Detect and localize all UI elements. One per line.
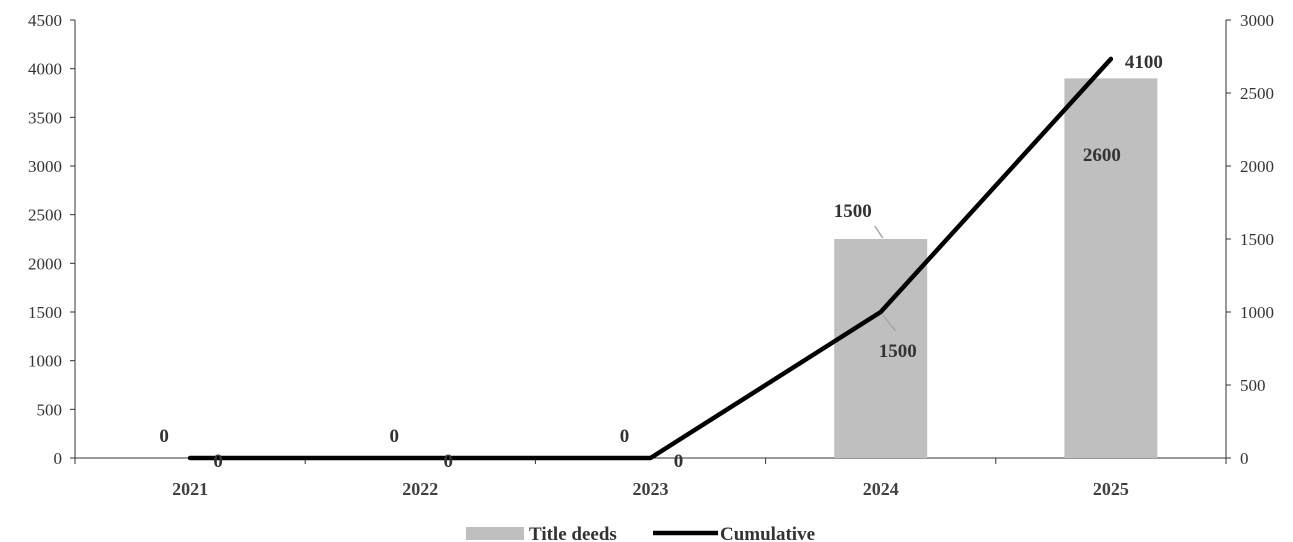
legend-label-cumulative: Cumulative: [720, 524, 815, 542]
x-category-label: 2023: [633, 479, 669, 499]
right-tick-label: 2000: [1240, 157, 1274, 176]
left-tick-label: 500: [37, 400, 63, 419]
bar-data-label: 0: [620, 426, 630, 447]
left-tick-label: 1000: [28, 352, 62, 371]
x-category-label: 2021: [172, 479, 208, 499]
line-data-label: 0: [674, 451, 684, 472]
bar-data-label: 1500: [834, 201, 872, 222]
line-path: [187, 56, 1114, 461]
left-tick-label: 0: [54, 449, 63, 468]
bar-data-label: 2600: [1083, 145, 1121, 166]
right-tick-label: 1500: [1240, 230, 1274, 249]
right-tick-label: 3000: [1240, 11, 1274, 30]
right-tick-label: 0: [1240, 449, 1249, 468]
bar: [1064, 78, 1158, 459]
bar-data-label: 0: [390, 426, 400, 447]
left-tick-label: 1500: [28, 303, 62, 322]
bar-series-title-deeds: [834, 78, 1158, 459]
legend: Title deeds Cumulative: [466, 524, 815, 542]
line-data-label: 0: [444, 451, 454, 472]
bar-label-leader: [874, 225, 884, 239]
x-category-label: 2022: [402, 479, 438, 499]
left-tick-label: 3000: [28, 157, 62, 176]
left-tick-label: 4500: [28, 11, 62, 30]
line-data-label: 4100: [1125, 52, 1163, 73]
x-category-label: 2024: [863, 479, 899, 499]
line-label-leader: [882, 314, 897, 332]
legend-label-title-deeds: Title deeds: [529, 524, 617, 542]
right-tick-label: 2500: [1240, 84, 1274, 103]
line-data-label: 0: [213, 451, 223, 472]
x-category-label: 2025: [1093, 479, 1129, 499]
right-tick-label: 1000: [1240, 303, 1274, 322]
left-tick-label: 3500: [28, 108, 62, 127]
left-tick-label: 2500: [28, 206, 62, 225]
right-tick-label: 500: [1240, 376, 1266, 395]
bar-data-label: 0: [159, 426, 169, 447]
line-series-cumulative: [187, 56, 1114, 461]
line-data-label: 1500: [879, 341, 917, 362]
left-tick-label: 4000: [28, 60, 62, 79]
data-labels: 0 0 0 1500 2600 0 0 0 1500 4100: [159, 52, 1163, 472]
left-tick-label: 2000: [28, 254, 62, 273]
legend-swatch-title-deeds: [466, 527, 524, 540]
